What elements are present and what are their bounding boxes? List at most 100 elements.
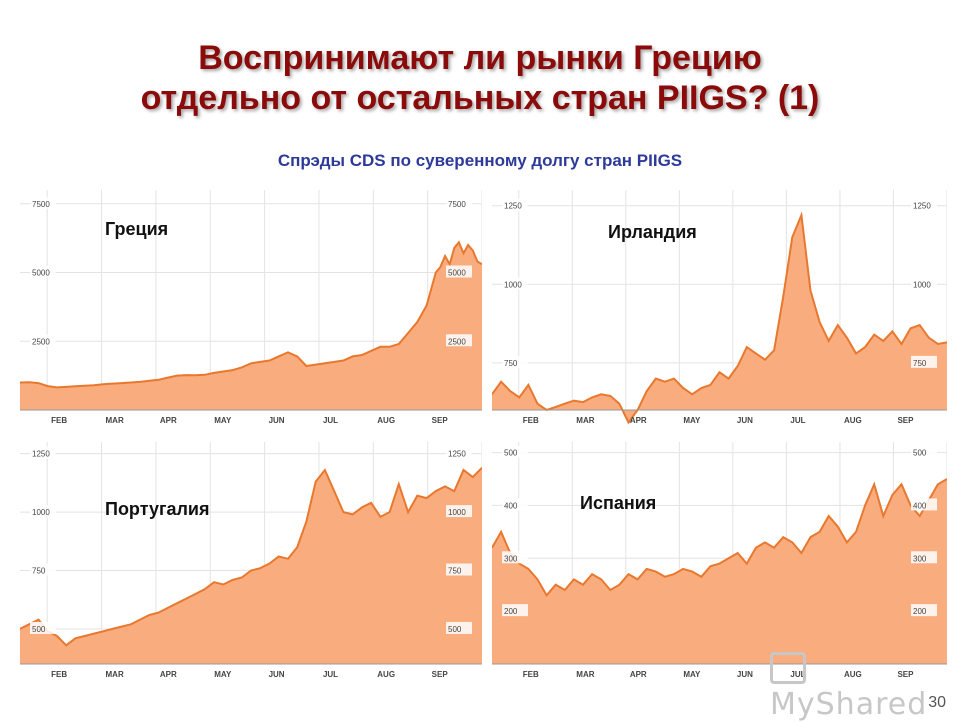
watermark-text: MyShared	[770, 687, 928, 722]
tick-label-bg	[911, 355, 937, 368]
slide-title-line2: отдельно от остальных стран PIIGS? (1)	[140, 79, 820, 117]
chart-panel-portugal: 1250 1250 1000 1000 750 750 500 500 FEB MAR APR MAY…	[20, 430, 482, 682]
tick-label-bg	[502, 604, 528, 617]
y-tick-label: 7500	[448, 200, 466, 209]
tick-label-bg	[502, 551, 528, 564]
x-tick-label: JUL	[323, 416, 338, 425]
series-area	[492, 479, 947, 664]
tick-label-bg	[446, 265, 472, 278]
y-tick-label: 750	[448, 567, 462, 576]
chart-svg-ireland: 1250 1250 1000 1000 750 750 FEB MAR APR MAY JUN JUL…	[492, 190, 947, 425]
y-tick-label: 400	[504, 501, 518, 510]
y-tick-label: 200	[504, 607, 518, 616]
tick-label-bg	[446, 621, 472, 634]
series-area	[20, 242, 482, 410]
x-tick-label: APR	[630, 416, 647, 425]
tick-label-bg	[911, 604, 937, 617]
tick-label-bg	[502, 445, 528, 458]
x-tick-label: JUN	[737, 416, 753, 425]
x-tick-label: SEP	[897, 670, 914, 679]
tick-label-bg	[446, 196, 472, 209]
tick-label-bg	[30, 446, 56, 459]
tick-label-bg	[911, 498, 937, 511]
y-tick-label: 1250	[32, 450, 50, 459]
series-line	[20, 240, 482, 389]
tick-label-bg	[30, 621, 56, 634]
x-tick-label: JUL	[323, 670, 338, 679]
y-tick-label: 2500	[32, 337, 50, 346]
y-tick-label: 1000	[448, 508, 466, 517]
y-tick-label: 300	[913, 554, 927, 563]
tick-label-bg	[502, 498, 528, 511]
x-tick-label: JUL	[790, 416, 805, 425]
y-tick-label: 1250	[913, 202, 931, 211]
chart-title-spain: Испания	[580, 493, 657, 513]
tick-label-bg	[30, 265, 56, 278]
y-tick-label: 1000	[504, 280, 522, 289]
y-tick-label: 750	[32, 567, 46, 576]
tick-label-bg	[502, 355, 528, 368]
x-tick-label: JUN	[737, 670, 753, 679]
x-tick-label: SEP	[897, 416, 914, 425]
tick-label-bg	[446, 334, 472, 347]
x-tick-label: FEB	[523, 670, 539, 679]
tick-label-bg	[30, 334, 56, 347]
x-tick-label: FEB	[523, 416, 539, 425]
series-area	[20, 467, 482, 664]
x-tick-label: MAR	[576, 416, 594, 425]
y-tick-label: 1000	[913, 280, 931, 289]
x-tick-label: AUG	[377, 670, 395, 679]
y-tick-label: 5000	[448, 269, 466, 278]
x-tick-label: APR	[160, 670, 177, 679]
tick-label-bg	[911, 551, 937, 564]
slide-title-line1: Воспринимают ли рынки Грецию	[198, 39, 762, 77]
x-tick-label: JUN	[269, 670, 285, 679]
tick-label-bg	[446, 563, 472, 576]
page-number: 30	[928, 694, 946, 711]
series-line	[20, 467, 482, 647]
chart-svg-portugal: 1250 1250 1000 1000 750 750 500 500 FEB MAR APR MAY…	[20, 442, 482, 679]
x-tick-label: AUG	[844, 670, 862, 679]
tick-label-bg	[911, 277, 937, 290]
y-tick-label: 750	[504, 359, 518, 368]
y-tick-label: 1250	[448, 450, 466, 459]
slide-title: Воспринимают ли рынки Грецию отдельно от…	[0, 38, 960, 118]
y-tick-label: 300	[504, 554, 518, 563]
x-tick-label: MAR	[576, 670, 594, 679]
x-tick-label: JUN	[269, 416, 285, 425]
x-tick-label: JUL	[790, 670, 805, 679]
chart-title-greece: Греция	[105, 219, 169, 239]
tick-label-bg	[911, 445, 937, 458]
tick-label-bg	[30, 196, 56, 209]
y-tick-label: 1000	[32, 508, 50, 517]
y-tick-label: 1250	[504, 202, 522, 211]
y-tick-label: 500	[913, 449, 927, 458]
chart-panel-spain: 500 500 400 400 300 300 200 200 FEB MAR APR MAY JUN J…	[492, 430, 947, 682]
slide-subtitle: Спрэды CDS по суверенному долгу стран PI…	[277, 151, 683, 170]
series-line	[492, 478, 947, 598]
chart-panel-greece: 7500 7500 5000 5000 2500 2500 FEB MAR APR MAY JUN J…	[20, 178, 482, 428]
tick-label-bg	[502, 277, 528, 290]
series-line	[492, 211, 947, 425]
x-tick-label: AUG	[377, 416, 395, 425]
y-tick-label: 7500	[32, 200, 50, 209]
chart-svg-spain: 500 500 400 400 300 300 200 200 FEB MAR APR MAY JUN J…	[492, 442, 947, 679]
y-tick-label: 2500	[448, 337, 466, 346]
y-tick-label: 500	[32, 625, 46, 634]
x-tick-label: APR	[160, 416, 177, 425]
tick-label-bg	[30, 563, 56, 576]
y-tick-label: 500	[448, 625, 462, 634]
x-tick-label: MAR	[106, 670, 124, 679]
y-tick-label: 200	[913, 607, 927, 616]
x-tick-label: MAY	[683, 670, 701, 679]
tick-label-bg	[446, 446, 472, 459]
x-tick-label: AUG	[844, 416, 862, 425]
x-tick-label: MAY	[214, 670, 232, 679]
chart-panel-ireland: 1250 1250 1000 1000 750 750 FEB MAR APR MAY JUN JUL…	[492, 178, 947, 428]
x-tick-label: FEB	[51, 670, 67, 679]
y-tick-label: 750	[913, 359, 927, 368]
presentation-icon	[770, 651, 806, 684]
x-tick-label: MAR	[106, 416, 124, 425]
chart-title-portugal: Португалия	[105, 499, 210, 519]
x-tick-label: MAY	[683, 416, 701, 425]
